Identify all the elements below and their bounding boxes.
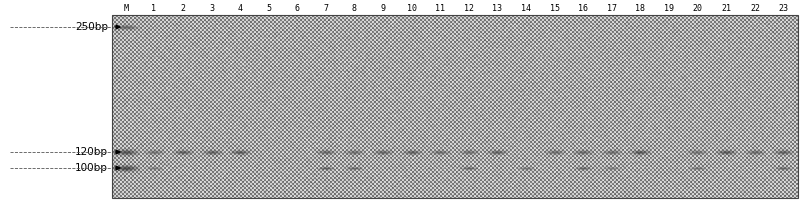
Text: 2: 2 bbox=[181, 4, 186, 13]
Text: 19: 19 bbox=[664, 4, 674, 13]
Bar bbox=[112, 15, 798, 198]
Text: 10: 10 bbox=[407, 4, 417, 13]
Text: 17: 17 bbox=[607, 4, 617, 13]
Text: 9: 9 bbox=[381, 4, 386, 13]
Text: 13: 13 bbox=[492, 4, 502, 13]
Text: 100bp: 100bp bbox=[75, 163, 108, 173]
Text: 120bp: 120bp bbox=[75, 147, 108, 157]
Text: 20: 20 bbox=[692, 4, 702, 13]
Text: 250bp: 250bp bbox=[75, 22, 108, 32]
Text: 15: 15 bbox=[550, 4, 560, 13]
Text: 16: 16 bbox=[578, 4, 588, 13]
Text: 23: 23 bbox=[778, 4, 788, 13]
Text: 1: 1 bbox=[151, 4, 157, 13]
Text: 7: 7 bbox=[323, 4, 329, 13]
Text: M: M bbox=[123, 4, 129, 13]
Text: 12: 12 bbox=[464, 4, 474, 13]
Text: 18: 18 bbox=[635, 4, 645, 13]
Text: 21: 21 bbox=[721, 4, 731, 13]
Text: 4: 4 bbox=[238, 4, 242, 13]
Text: 14: 14 bbox=[521, 4, 531, 13]
Text: 5: 5 bbox=[266, 4, 271, 13]
Text: 3: 3 bbox=[210, 4, 214, 13]
Text: 8: 8 bbox=[351, 4, 357, 13]
Text: 11: 11 bbox=[435, 4, 445, 13]
Text: 6: 6 bbox=[294, 4, 299, 13]
Text: 22: 22 bbox=[750, 4, 760, 13]
